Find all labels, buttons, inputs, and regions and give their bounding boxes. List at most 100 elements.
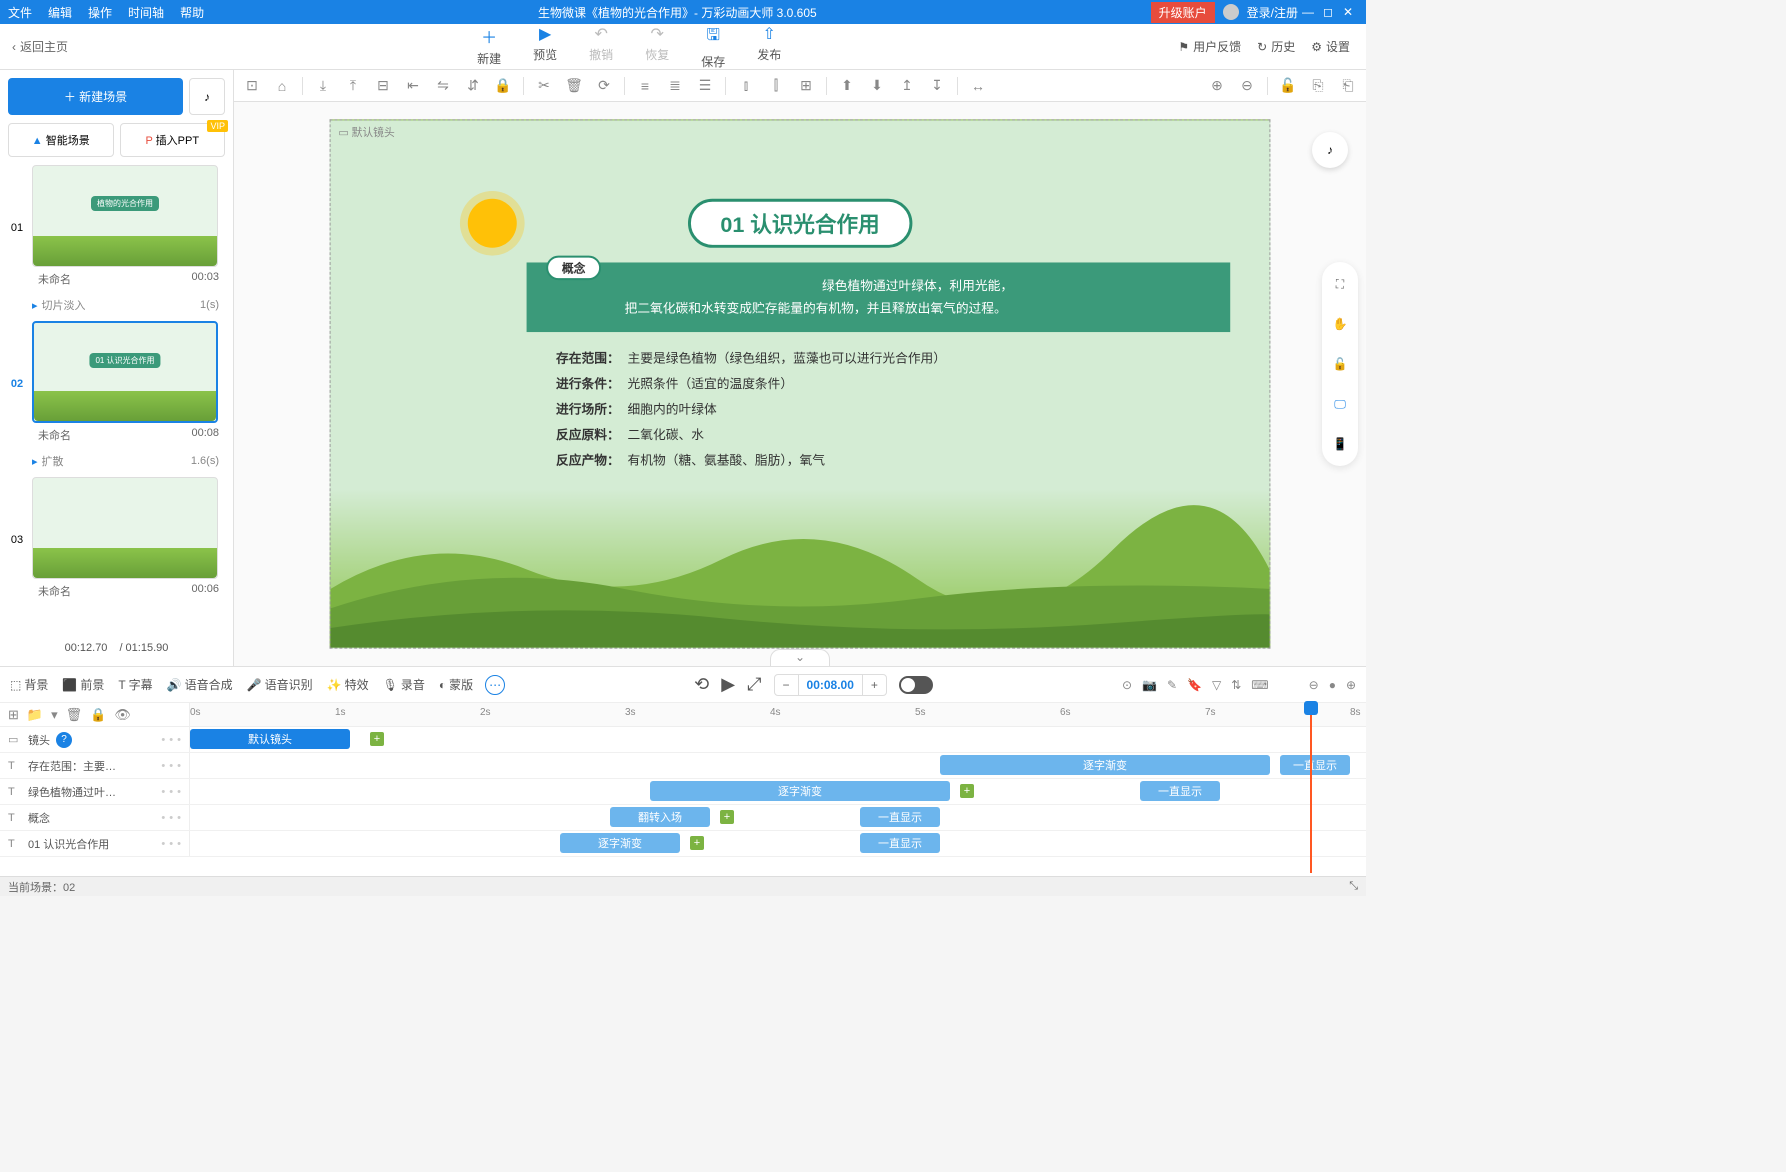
tl-bookmark-icon[interactable]: 🔖: [1187, 678, 1202, 692]
new-scene-button[interactable]: ＋ 新建场景: [8, 78, 183, 115]
menu-help[interactable]: 帮助: [180, 4, 204, 21]
zoom-out-icon[interactable]: ⊖: [1237, 76, 1257, 96]
close-button[interactable]: ✕: [1338, 5, 1358, 19]
menu-operate[interactable]: 操作: [88, 4, 112, 21]
tl-tab-4[interactable]: 🎤语音识别: [247, 676, 313, 693]
layer-front-icon[interactable]: ⬆: [837, 76, 857, 96]
dist-h-icon[interactable]: ⫾: [736, 76, 756, 96]
menu-file[interactable]: 文件: [8, 4, 32, 21]
tl-zoomin-icon[interactable]: ⊕: [1346, 678, 1356, 692]
tl-row-label[interactable]: T 概念 •••: [0, 805, 190, 830]
scene-item-01[interactable]: 01 植物的光合作用 未命名 00:03: [8, 165, 225, 291]
scene-thumb[interactable]: [32, 477, 218, 579]
align-left-icon[interactable]: ⇤: [403, 76, 423, 96]
scene-thumb[interactable]: 01 认识光合作用: [32, 321, 218, 423]
fullscreen-tool-icon[interactable]: ⛶: [1326, 270, 1354, 298]
lock-icon[interactable]: 🔒: [493, 76, 513, 96]
concept-label[interactable]: 概念: [546, 256, 601, 281]
tl-edit-icon[interactable]: ✎: [1167, 678, 1177, 692]
flip-v-icon[interactable]: ⇵: [463, 76, 483, 96]
playhead[interactable]: [1310, 703, 1312, 873]
align-l-icon[interactable]: ≡: [635, 76, 655, 96]
lock-canvas-icon[interactable]: 🔓: [1278, 76, 1298, 96]
slide-title[interactable]: 01 认识光合作用: [688, 199, 912, 248]
detail-line-4[interactable]: 反应产物：有机物（糖、氨基酸、脂肪），氧气: [556, 448, 946, 473]
refresh-icon[interactable]: ⟳: [594, 76, 614, 96]
tl-clip[interactable]: 一直显示: [860, 807, 940, 827]
scene-transition[interactable]: ▸扩散1.6(s): [8, 451, 225, 477]
tl-rewind-icon[interactable]: ⟲: [694, 674, 709, 695]
tl-target-icon[interactable]: ⊙: [1122, 678, 1132, 692]
tl-clip[interactable]: 一直显示: [1280, 755, 1350, 775]
tl-camera-icon[interactable]: 📷: [1142, 678, 1157, 692]
insert-ppt-button[interactable]: P 插入PPT VIP: [120, 123, 226, 157]
desktop-view-icon[interactable]: 🖵: [1326, 390, 1354, 418]
mobile-view-icon[interactable]: 📱: [1326, 430, 1354, 458]
tl-clip[interactable]: 逐字渐变: [940, 755, 1270, 775]
unlock-tool-icon[interactable]: 🔓: [1326, 350, 1354, 378]
detail-line-1[interactable]: 进行条件：光照条件（适宜的温度条件）: [556, 371, 946, 396]
tl-tab-5[interactable]: ✨特效: [327, 676, 369, 693]
tl-add-clip-button[interactable]: +: [960, 784, 974, 798]
align-top-icon[interactable]: ⤒: [343, 76, 363, 96]
tl-eye-icon[interactable]: 👁: [114, 707, 131, 723]
tl-row-label[interactable]: T 01 认识光合作用 •••: [0, 831, 190, 856]
tl-folder-icon[interactable]: 📁: [27, 707, 43, 723]
time-minus-button[interactable]: −: [775, 675, 798, 695]
tl-row-track[interactable]: 逐字渐变一直显示+: [190, 831, 1366, 856]
tl-keyboard-icon[interactable]: ⌨: [1251, 678, 1268, 692]
minimize-button[interactable]: —: [1298, 5, 1318, 19]
tl-down-icon[interactable]: ▾: [51, 707, 58, 723]
top-right-0[interactable]: ⚑用户反馈: [1178, 38, 1241, 55]
group-icon[interactable]: ⊞: [796, 76, 816, 96]
detail-lines[interactable]: 存在范围：主要是绿色植物（绿色组织，蓝藻也可以进行光合作用）进行条件：光照条件（…: [556, 346, 946, 473]
tl-add-clip-button[interactable]: +: [690, 836, 704, 850]
tl-row-label[interactable]: T 存在范围：主要是绿 •••: [0, 753, 190, 778]
tl-row-track[interactable]: 翻转入场一直显示+: [190, 805, 1366, 830]
tl-delete-layer-icon[interactable]: 🗑: [66, 707, 83, 723]
scene-thumb[interactable]: 植物的光合作用: [32, 165, 218, 267]
detail-line-3[interactable]: 反应原料：二氧化碳、水: [556, 422, 946, 447]
tl-clip[interactable]: 一直显示: [1140, 781, 1220, 801]
maximize-button[interactable]: ◻: [1318, 5, 1338, 19]
copy-icon[interactable]: ⎘: [1308, 76, 1328, 96]
home-icon[interactable]: ⌂: [272, 76, 292, 96]
top-right-2[interactable]: ⚙设置: [1311, 38, 1350, 55]
tl-clip[interactable]: 逐字渐变: [650, 781, 950, 801]
paste-icon[interactable]: ⎗: [1338, 76, 1358, 96]
scene-item-03[interactable]: 03 未命名 00:06: [8, 477, 225, 603]
back-home-button[interactable]: ‹ 返回主页: [0, 38, 80, 55]
tl-row-label[interactable]: ▭ 镜头 ? •••: [0, 727, 190, 752]
music-button[interactable]: ♪: [189, 78, 225, 115]
tl-add-layer-icon[interactable]: ⊞: [8, 707, 19, 723]
help-icon[interactable]: ?: [56, 732, 72, 748]
dist-v-icon[interactable]: ⫿: [766, 76, 786, 96]
top-action-4[interactable]: 🖫保存: [701, 24, 725, 70]
concept-box[interactable]: 绿色植物通过叶绿体，利用光能， 把二氧化碳和水转变成贮存能量的有机物，并且释放出…: [527, 262, 1231, 331]
top-action-2[interactable]: ↶撤销: [589, 24, 613, 70]
time-plus-button[interactable]: +: [863, 675, 886, 695]
detail-line-2[interactable]: 进行场所：细胞内的叶绿体: [556, 397, 946, 422]
tl-filter-icon[interactable]: ▽: [1212, 678, 1221, 692]
zoom-in-icon[interactable]: ⊕: [1207, 76, 1227, 96]
timeline-toggle[interactable]: [899, 676, 933, 694]
tl-row-track[interactable]: 逐字渐变 一直显示 +: [190, 779, 1366, 804]
layer-up-icon[interactable]: ↥: [897, 76, 917, 96]
canvas-music-button[interactable]: ♪: [1312, 132, 1348, 168]
tl-zoom-slider[interactable]: ●: [1329, 678, 1336, 692]
tl-clip[interactable]: 逐字渐变: [560, 833, 680, 853]
user-area[interactable]: 登录/注册: [1223, 4, 1298, 21]
cut-icon[interactable]: ✂: [534, 76, 554, 96]
tl-play-button[interactable]: ▶: [721, 674, 735, 695]
detail-line-0[interactable]: 存在范围：主要是绿色植物（绿色组织，蓝藻也可以进行光合作用）: [556, 346, 946, 371]
collapse-handle[interactable]: ⌄: [770, 649, 830, 666]
time-value[interactable]: 00:08.00: [798, 675, 863, 695]
top-right-1[interactable]: ↻历史: [1257, 38, 1295, 55]
crop-icon[interactable]: ⊡: [242, 76, 262, 96]
timeline-ruler[interactable]: 0s1s2s3s4s5s6s7s8s: [190, 703, 1366, 726]
tl-clip[interactable]: 翻转入场: [610, 807, 710, 827]
status-expand-icon[interactable]: ⤡: [1349, 880, 1358, 893]
align-vcenter-icon[interactable]: ⊟: [373, 76, 393, 96]
upgrade-button[interactable]: 升级账户: [1151, 2, 1215, 23]
top-action-0[interactable]: ＋新建: [477, 24, 501, 70]
